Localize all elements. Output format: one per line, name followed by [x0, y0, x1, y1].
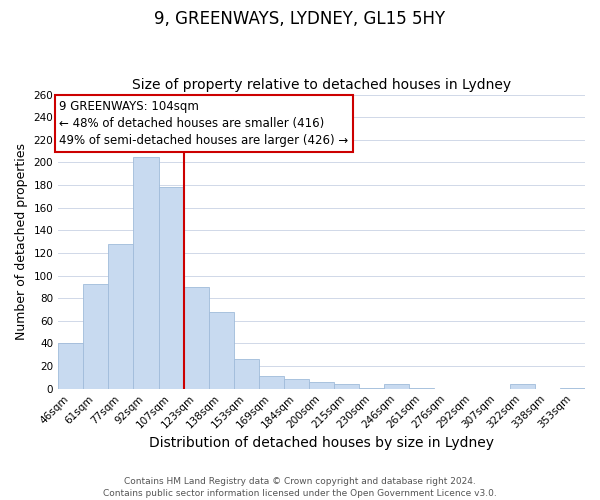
Bar — [133, 157, 158, 388]
Bar — [58, 344, 83, 388]
Bar — [510, 384, 535, 388]
Y-axis label: Number of detached properties: Number of detached properties — [15, 143, 28, 340]
Text: Contains HM Land Registry data © Crown copyright and database right 2024.
Contai: Contains HM Land Registry data © Crown c… — [103, 476, 497, 498]
Bar — [158, 188, 184, 388]
Bar — [83, 284, 109, 389]
Bar — [334, 384, 359, 388]
Title: Size of property relative to detached houses in Lydney: Size of property relative to detached ho… — [132, 78, 511, 92]
X-axis label: Distribution of detached houses by size in Lydney: Distribution of detached houses by size … — [149, 436, 494, 450]
Bar — [234, 360, 259, 388]
Bar — [209, 312, 234, 388]
Bar — [184, 287, 209, 388]
Bar — [259, 376, 284, 388]
Text: 9, GREENWAYS, LYDNEY, GL15 5HY: 9, GREENWAYS, LYDNEY, GL15 5HY — [154, 10, 446, 28]
Bar — [109, 244, 133, 388]
Text: 9 GREENWAYS: 104sqm
← 48% of detached houses are smaller (416)
49% of semi-detac: 9 GREENWAYS: 104sqm ← 48% of detached ho… — [59, 100, 349, 147]
Bar — [385, 384, 409, 388]
Bar — [309, 382, 334, 388]
Bar — [284, 378, 309, 388]
